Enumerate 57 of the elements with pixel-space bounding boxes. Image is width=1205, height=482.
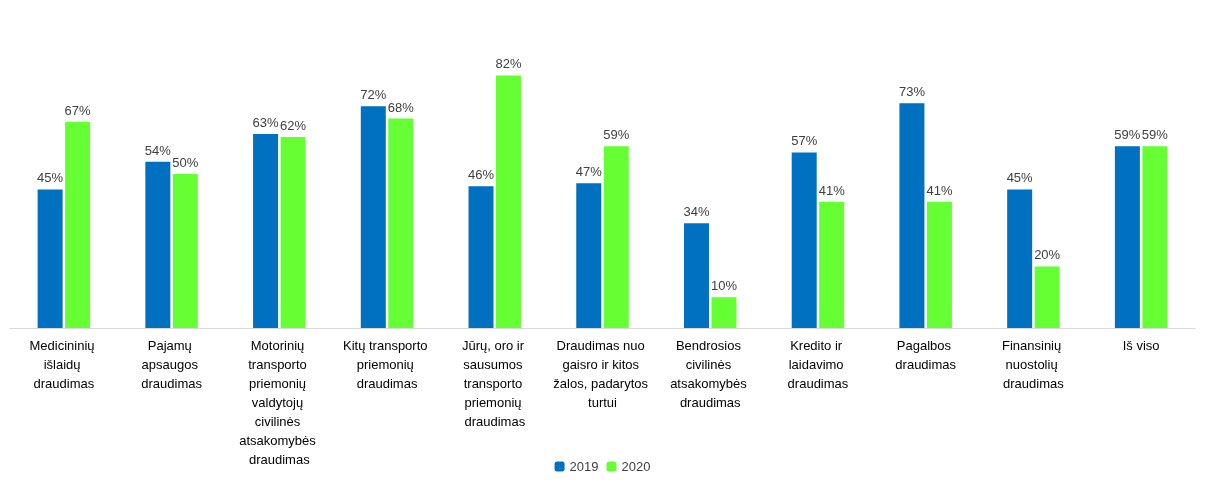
bar <box>280 137 306 328</box>
x-tick-label: Medicininių išlaidų draudimas <box>29 338 99 391</box>
bar <box>360 106 386 328</box>
data-label: 62% <box>280 118 307 134</box>
x-tick-label: Draudimas nuo gaisro ir kitos žalos, padarytos turtui <box>553 338 652 410</box>
data-label: 20% <box>1034 247 1061 263</box>
bar <box>172 174 198 328</box>
bar <box>1034 266 1060 328</box>
x-tick-label: Pagalbos draudimas <box>895 338 957 372</box>
x-tick-label: Pajamų apsaugos draudimas <box>141 338 203 391</box>
data-label: 34% <box>683 204 710 220</box>
bar <box>1142 146 1168 328</box>
data-label: 41% <box>818 182 846 198</box>
bar <box>1007 189 1033 328</box>
x-tick-label: Kredito ir laidavimo draudimas <box>787 338 849 391</box>
data-label: 10% <box>710 278 738 294</box>
data-label: 57% <box>791 133 818 149</box>
bar <box>683 223 709 328</box>
bar <box>65 121 91 328</box>
bar <box>388 118 414 328</box>
data-label: 45% <box>1006 170 1034 186</box>
bar <box>468 186 494 328</box>
bar <box>603 146 629 328</box>
bar <box>37 189 63 328</box>
x-tick-label: Kitų transporto priemonių draudimas <box>342 338 432 391</box>
data-label: 67% <box>64 102 92 118</box>
legend-label: 2019 <box>569 459 599 474</box>
bar <box>145 161 171 328</box>
data-label: 54% <box>144 142 172 158</box>
data-label: 59% <box>603 127 630 143</box>
bar <box>819 201 845 328</box>
x-tick-label: Jūrų, oro ir sausumos transporto priemonių draudimas <box>461 338 528 429</box>
x-tick-label: Motorinių transporto priemonių valdytojų civilinės atsakomybės draudimas <box>239 338 320 467</box>
data-label: 59% <box>1141 127 1169 143</box>
data-label: 46% <box>468 167 495 183</box>
bar <box>576 183 602 328</box>
data-label: 73% <box>898 84 926 100</box>
bar <box>926 201 952 328</box>
bar <box>711 297 737 328</box>
data-label: 47% <box>575 164 603 180</box>
bar <box>791 152 817 328</box>
bar <box>1114 146 1140 328</box>
bar <box>496 75 522 328</box>
bar <box>253 133 279 328</box>
x-tick-label: Iš viso <box>1122 338 1160 353</box>
x-tick-label: Bendrosios civilinės atsakomybės draudimas <box>670 338 751 410</box>
x-tick-label: Finansinių nuostolių draudimas <box>1001 338 1065 391</box>
bar <box>899 103 925 328</box>
data-label: 68% <box>387 99 415 115</box>
data-label: 59% <box>1114 127 1141 143</box>
legend-label: 2020 <box>621 459 651 474</box>
data-label: 63% <box>252 114 280 130</box>
data-label: 41% <box>926 182 953 198</box>
data-label: 45% <box>37 170 64 186</box>
data-label: 50% <box>172 155 199 170</box>
data-label: 72% <box>360 87 387 103</box>
data-label: 82% <box>495 56 522 72</box>
